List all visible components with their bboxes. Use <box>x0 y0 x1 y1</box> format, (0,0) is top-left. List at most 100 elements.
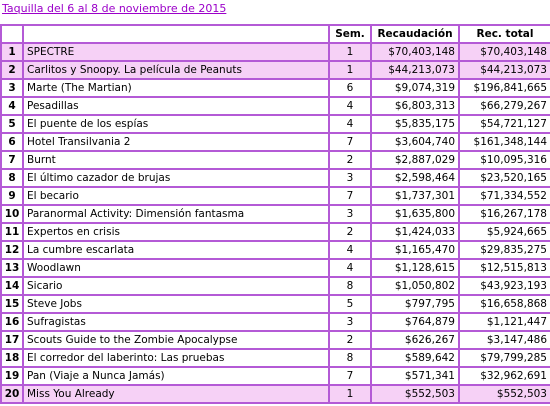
title-cell: Marte (The Martian) <box>22 78 330 98</box>
rank-cell: 4 <box>0 96 24 116</box>
rank-cell: 2 <box>0 60 24 80</box>
gross-cell: $1,635,800 <box>370 204 460 224</box>
table-row: 13 Woodlawn 4 $1,128,615 $12,515,813 <box>0 258 550 278</box>
gross-cell: $1,737,301 <box>370 186 460 206</box>
title-cell: SPECTRE <box>22 42 330 62</box>
total-cell: $552,503 <box>458 384 550 404</box>
weeks-cell: 2 <box>328 150 372 170</box>
weeks-cell: 4 <box>328 96 372 116</box>
weeks-cell: 8 <box>328 276 372 296</box>
weeks-cell: 7 <box>328 132 372 152</box>
weeks-cell: 1 <box>328 42 372 62</box>
header-total: Rec. total <box>458 24 550 44</box>
rank-cell: 12 <box>0 240 24 260</box>
rank-cell: 6 <box>0 132 24 152</box>
table-row: 9 El becario 7 $1,737,301 $71,334,552 <box>0 186 550 206</box>
gross-cell: $1,128,615 <box>370 258 460 278</box>
gross-cell: $1,050,802 <box>370 276 460 296</box>
gross-cell: $70,403,148 <box>370 42 460 62</box>
rank-cell: 8 <box>0 168 24 188</box>
gross-cell: $3,604,740 <box>370 132 460 152</box>
table-row: 19 Pan (Viaje a Nunca Jamás) 7 $571,341 $32,… <box>0 366 550 386</box>
header-gross: Recaudación <box>370 24 460 44</box>
gross-cell: $626,267 <box>370 330 460 350</box>
title-cell: Sufragistas <box>22 312 330 332</box>
rank-cell: 19 <box>0 366 24 386</box>
total-cell: $70,403,148 <box>458 42 550 62</box>
total-cell: $196,841,665 <box>458 78 550 98</box>
table-row: 10 Paranormal Activity: Dimensión fantasm… <box>0 204 550 224</box>
total-cell: $43,923,193 <box>458 276 550 296</box>
gross-cell: $6,803,313 <box>370 96 460 116</box>
header-weeks: Sem. <box>328 24 372 44</box>
header-rank <box>0 24 24 44</box>
gross-cell: $9,074,319 <box>370 78 460 98</box>
total-cell: $79,799,285 <box>458 348 550 368</box>
weeks-cell: 4 <box>328 258 372 278</box>
gross-cell: $2,887,029 <box>370 150 460 170</box>
weeks-cell: 7 <box>328 366 372 386</box>
total-cell: $29,835,275 <box>458 240 550 260</box>
gross-cell: $552,503 <box>370 384 460 404</box>
gross-cell: $797,795 <box>370 294 460 314</box>
rank-cell: 9 <box>0 186 24 206</box>
total-cell: $44,213,073 <box>458 60 550 80</box>
table-caption-link[interactable]: Taquilla del 6 al 8 de noviembre de 2015 <box>2 2 227 15</box>
rank-cell: 20 <box>0 384 24 404</box>
title-cell: El puente de los espías <box>22 114 330 134</box>
rank-cell: 17 <box>0 330 24 350</box>
gross-cell: $1,165,470 <box>370 240 460 260</box>
rank-cell: 16 <box>0 312 24 332</box>
title-cell: El corredor del laberinto: Las pruebas <box>22 348 330 368</box>
total-cell: $16,658,868 <box>458 294 550 314</box>
total-cell: $54,721,127 <box>458 114 550 134</box>
table-row: 12 La cumbre escarlata 4 $1,165,470 $29,835,… <box>0 240 550 260</box>
table-row: 7 Burnt 2 $2,887,029 $10,095,316 <box>0 150 550 170</box>
title-cell: Woodlawn <box>22 258 330 278</box>
weeks-cell: 5 <box>328 294 372 314</box>
table-row: 18 El corredor del laberinto: Las pruebas… <box>0 348 550 368</box>
title-cell: El último cazador de brujas <box>22 168 330 188</box>
title-cell: Expertos en crisis <box>22 222 330 242</box>
table-row: 3 Marte (The Martian) 6 $9,074,319 $196,841,… <box>0 78 550 98</box>
gross-cell: $571,341 <box>370 366 460 386</box>
title-cell: Sicario <box>22 276 330 296</box>
table-header-row: Sem. Recaudación Rec. total <box>0 24 550 44</box>
title-cell: Carlitos y Snoopy. La película de Peanut… <box>22 60 330 80</box>
gross-cell: $1,424,033 <box>370 222 460 242</box>
total-cell: $16,267,178 <box>458 204 550 224</box>
total-cell: $71,334,552 <box>458 186 550 206</box>
table-row: 11 Expertos en crisis 2 $1,424,033 $5,924,66… <box>0 222 550 242</box>
table-row: 15 Steve Jobs 5 $797,795 $16,658,868 <box>0 294 550 314</box>
table-row: 4 Pesadillas 4 $6,803,313 $66,279,267 <box>0 96 550 116</box>
table-row: 5 El puente de los espías 4 $5,835,175 $54,7… <box>0 114 550 134</box>
rank-cell: 1 <box>0 42 24 62</box>
header-title <box>22 24 330 44</box>
rank-cell: 18 <box>0 348 24 368</box>
weeks-cell: 4 <box>328 240 372 260</box>
rank-cell: 5 <box>0 114 24 134</box>
weeks-cell: 3 <box>328 204 372 224</box>
weeks-cell: 3 <box>328 168 372 188</box>
weeks-cell: 1 <box>328 60 372 80</box>
weeks-cell: 7 <box>328 186 372 206</box>
title-cell: Miss You Already <box>22 384 330 404</box>
table-row: 6 Hotel Transilvania 2 7 $3,604,740 $161,348… <box>0 132 550 152</box>
total-cell: $3,147,486 <box>458 330 550 350</box>
total-cell: $5,924,665 <box>458 222 550 242</box>
gross-cell: $589,642 <box>370 348 460 368</box>
gross-cell: $2,598,464 <box>370 168 460 188</box>
title-cell: Pan (Viaje a Nunca Jamás) <box>22 366 330 386</box>
total-cell: $23,520,165 <box>458 168 550 188</box>
weeks-cell: 2 <box>328 222 372 242</box>
title-cell: Scouts Guide to the Zombie Apocalypse <box>22 330 330 350</box>
table-row: 17 Scouts Guide to the Zombie Apocalypse 2… <box>0 330 550 350</box>
title-cell: Pesadillas <box>22 96 330 116</box>
box-office-table: Sem. Recaudación Rec. total 1 SPECTRE 1 $70… <box>0 24 550 404</box>
gross-cell: $5,835,175 <box>370 114 460 134</box>
weeks-cell: 6 <box>328 78 372 98</box>
table-row: 14 Sicario 8 $1,050,802 $43,923,193 <box>0 276 550 296</box>
table-row: 1 SPECTRE 1 $70,403,148 $70,403,148 <box>0 42 550 62</box>
table-row: 2 Carlitos y Snoopy. La película de Peanu… <box>0 60 550 80</box>
table-body: 1 SPECTRE 1 $70,403,148 $70,403,148 2 Carlitos… <box>0 42 550 404</box>
